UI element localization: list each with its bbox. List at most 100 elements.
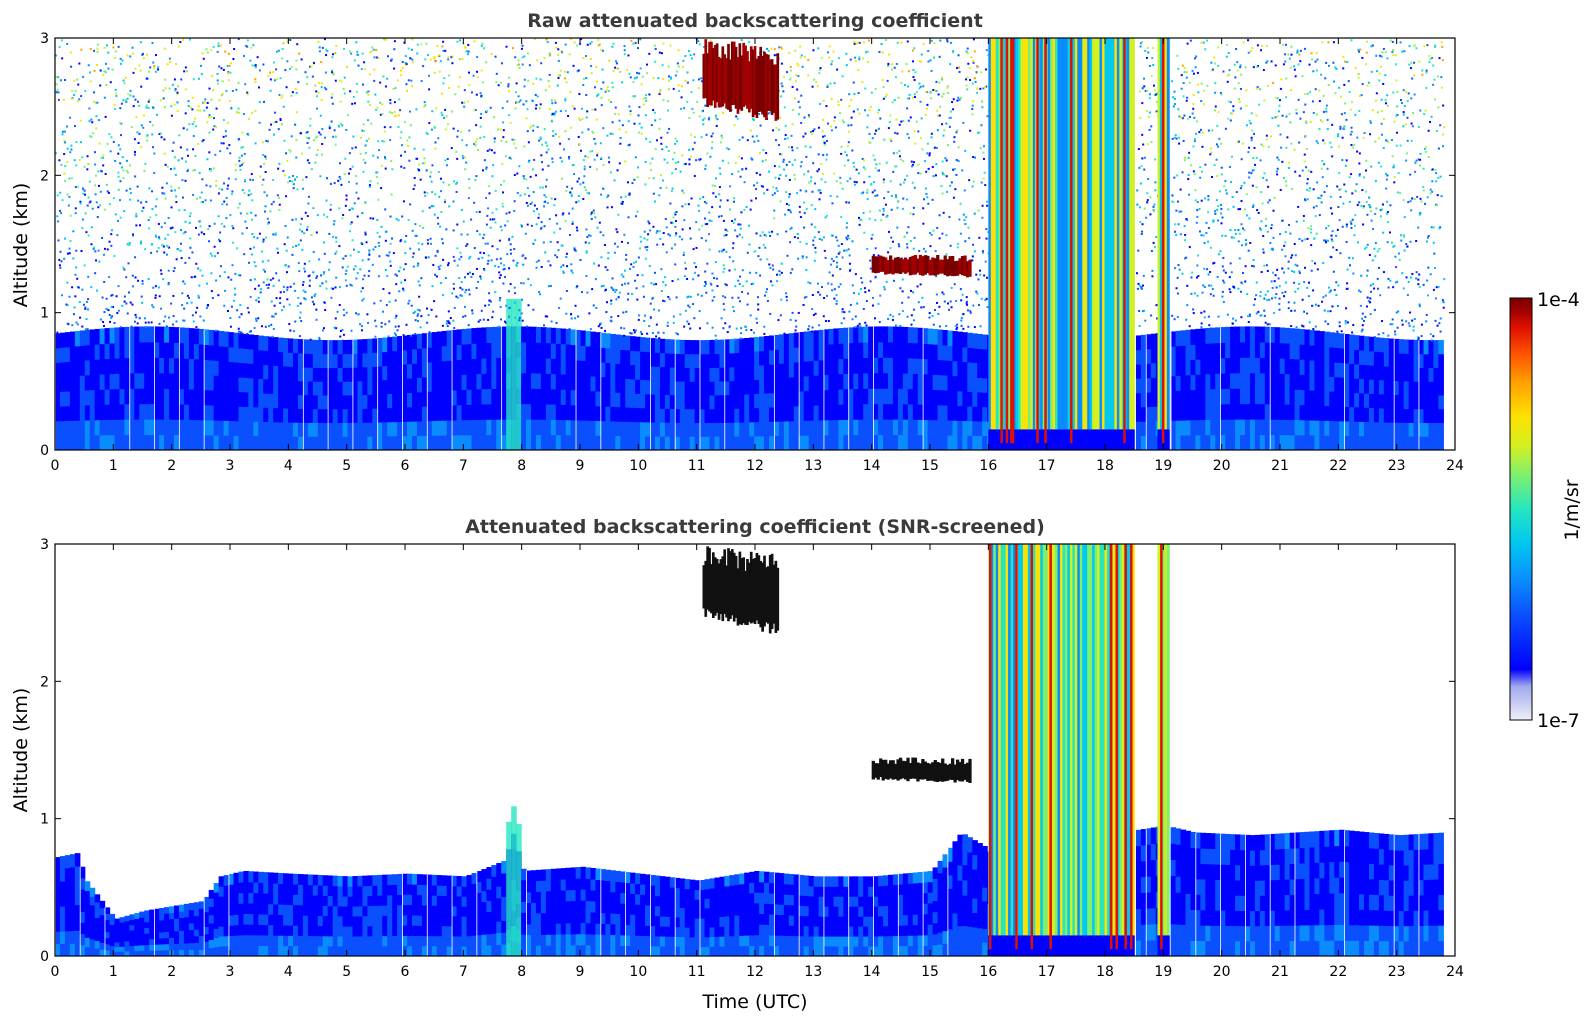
noise-speck xyxy=(710,135,713,138)
noise-speck xyxy=(814,208,817,211)
bl-cell xyxy=(788,376,795,393)
bl-cell xyxy=(273,379,279,395)
bl-cell xyxy=(873,341,879,358)
bl-cell xyxy=(129,419,135,436)
noise-speck xyxy=(711,206,714,209)
noise-speck xyxy=(386,275,389,278)
noise-speck xyxy=(429,237,432,240)
bl-cell xyxy=(873,388,879,405)
bl-cell xyxy=(585,345,592,362)
bl-cell xyxy=(481,388,487,405)
noise-speck xyxy=(873,189,876,192)
noise-speck xyxy=(103,311,106,314)
bl-cell xyxy=(347,436,354,450)
bl-cell xyxy=(268,379,274,394)
noise-speck xyxy=(862,211,865,214)
noise-speck xyxy=(866,61,869,64)
noise-speck xyxy=(348,180,351,183)
noise-speck xyxy=(516,63,519,66)
noise-speck xyxy=(662,99,665,102)
bl-cell xyxy=(600,376,606,392)
bl-cell xyxy=(654,422,661,437)
noise-speck xyxy=(659,118,662,121)
noise-speck xyxy=(548,85,551,88)
noise-speck xyxy=(416,264,419,267)
noise-speck xyxy=(674,263,677,266)
noise-speck xyxy=(778,165,781,168)
bl-cell xyxy=(803,405,810,421)
noise-speck xyxy=(721,159,724,162)
bl-cell xyxy=(600,406,606,422)
noise-speck xyxy=(93,246,96,249)
noise-speck xyxy=(357,251,360,254)
noise-speck xyxy=(456,135,459,138)
bl-cell xyxy=(570,344,577,361)
noise-speck xyxy=(195,226,198,229)
noise-speck xyxy=(265,284,268,287)
bl-cell xyxy=(74,360,81,377)
noise-speck xyxy=(863,231,866,234)
data-gap xyxy=(674,339,676,450)
noise-speck xyxy=(188,123,191,126)
noise-speck xyxy=(446,320,449,323)
noise-speck xyxy=(553,113,556,116)
bl-cell xyxy=(659,408,666,423)
bl-cell xyxy=(357,436,364,450)
noise-speck xyxy=(416,314,419,317)
bl-cell xyxy=(382,393,388,409)
noise-speck xyxy=(158,237,161,240)
noise-speck xyxy=(537,259,540,262)
noise-speck xyxy=(626,298,629,301)
noise-speck xyxy=(633,122,636,125)
bl-cell xyxy=(421,420,428,436)
bl-cell xyxy=(540,357,547,374)
noise-speck xyxy=(481,81,484,84)
bl-cell xyxy=(729,380,735,396)
noise-speck xyxy=(709,40,712,43)
bl-cell xyxy=(466,374,473,390)
noise-speck xyxy=(398,114,401,117)
noise-speck xyxy=(111,315,114,318)
noise-speck xyxy=(145,106,148,109)
noise-speck xyxy=(294,87,297,90)
noise-speck xyxy=(690,91,693,94)
noise-speck xyxy=(241,145,244,148)
noise-speck xyxy=(732,221,735,224)
noise-speck xyxy=(688,163,691,166)
bl-cell xyxy=(625,335,631,351)
noise-speck xyxy=(823,236,826,239)
bl-cell xyxy=(402,421,408,437)
noise-speck xyxy=(872,296,875,299)
bl-cell xyxy=(119,419,126,436)
noise-speck xyxy=(514,292,517,295)
noise-speck xyxy=(192,320,195,323)
noise-speck xyxy=(789,241,792,244)
noise-speck xyxy=(315,231,318,234)
noise-speck xyxy=(275,120,278,123)
noise-speck xyxy=(342,257,345,260)
data-gap xyxy=(426,332,428,450)
bl-cell xyxy=(426,332,433,348)
noise-speck xyxy=(159,132,162,135)
noise-speck xyxy=(448,321,451,324)
bl-cell xyxy=(486,373,492,390)
noise-speck xyxy=(825,158,828,161)
noise-speck xyxy=(467,50,470,53)
noise-speck xyxy=(390,58,393,61)
noise-speck xyxy=(476,56,479,59)
noise-speck xyxy=(540,265,543,268)
bl-cell xyxy=(446,345,453,361)
noise-speck xyxy=(635,287,638,290)
noise-speck xyxy=(623,327,626,330)
bl-cell xyxy=(570,434,577,450)
noise-speck xyxy=(264,325,267,328)
bl-cell xyxy=(154,357,160,374)
noise-speck xyxy=(279,119,282,122)
noise-speck xyxy=(83,189,86,192)
noise-speck xyxy=(784,138,787,141)
noise-speck xyxy=(257,317,260,320)
bl-cell xyxy=(650,436,656,450)
bl-cell xyxy=(724,367,730,382)
bl-cell xyxy=(679,436,686,450)
noise-speck xyxy=(497,128,500,131)
